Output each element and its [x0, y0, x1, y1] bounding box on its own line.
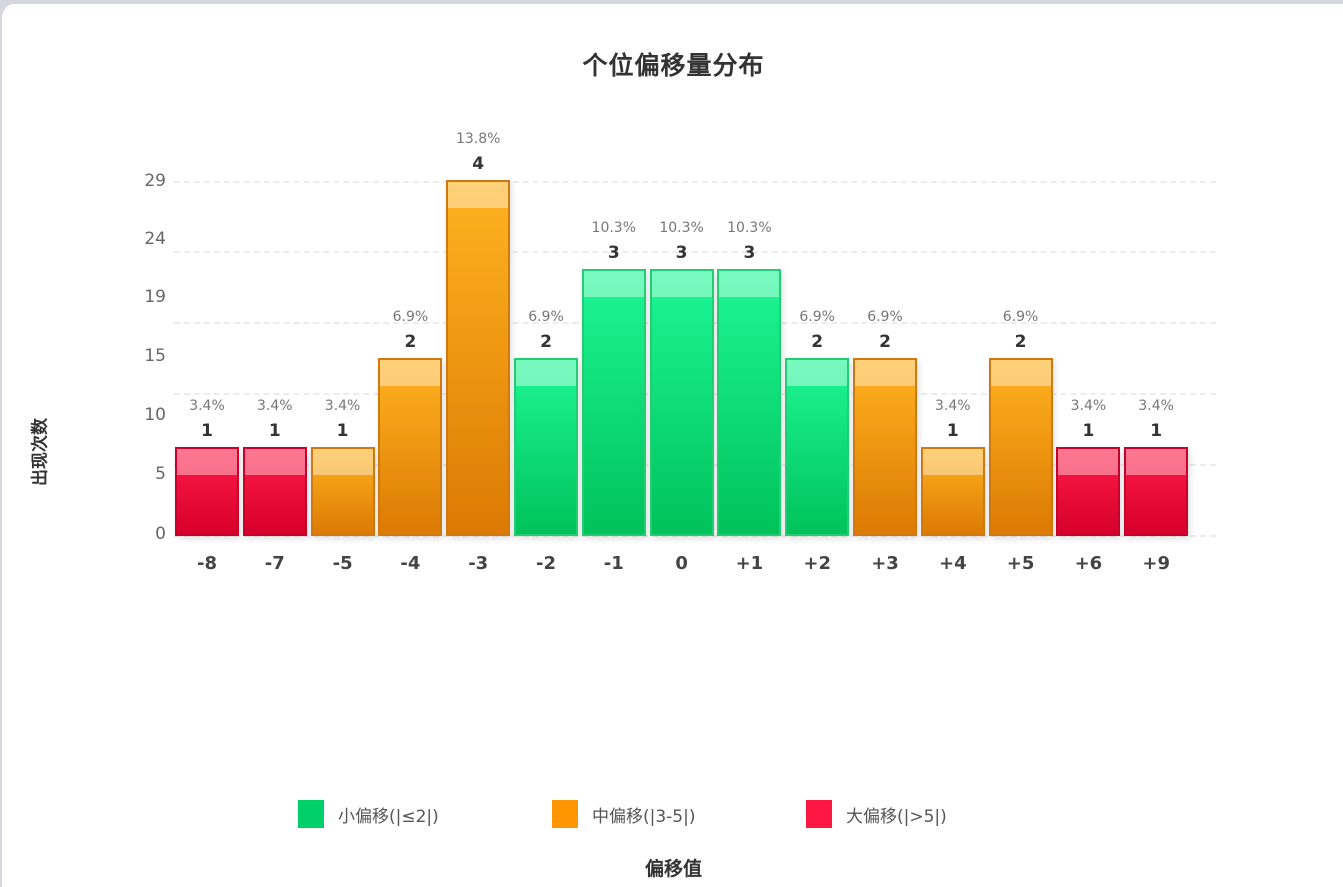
- bar-percent-label: 10.3%: [727, 220, 772, 236]
- bar-count-label: 1: [946, 421, 959, 441]
- bar: [649, 269, 714, 536]
- bar: [378, 358, 443, 536]
- bar-count-label: 4: [472, 154, 485, 174]
- y-tick-label: 19: [144, 287, 166, 307]
- y-tick-label: 0: [155, 524, 166, 544]
- chart-title: 个位偏移量分布: [582, 51, 765, 80]
- bar-highlight: [244, 449, 305, 475]
- legend-swatch: [806, 800, 832, 828]
- x-tick-label: 0: [675, 553, 688, 574]
- bar-count-label: 2: [1014, 332, 1027, 352]
- bar-percent-label: 6.9%: [528, 309, 564, 325]
- bar-highlight: [990, 360, 1051, 386]
- bar-highlight: [516, 360, 576, 386]
- bar-percent-label: 3.4%: [935, 398, 971, 414]
- bar-percent-label: 10.3%: [591, 220, 637, 236]
- x-tick-label: -4: [400, 553, 421, 574]
- y-tick-label: 29: [144, 171, 166, 191]
- bar-percent-label: 6.9%: [392, 309, 429, 325]
- bar: [988, 358, 1053, 536]
- legend-swatch: [552, 800, 578, 828]
- bar: [175, 447, 239, 536]
- bar-count-label: 3: [675, 243, 688, 263]
- legend-label: 中偏移(|3-5|): [592, 806, 696, 827]
- x-tick-label: -1: [603, 553, 624, 574]
- bar-highlight: [719, 271, 780, 297]
- bar-count-label: 2: [879, 332, 891, 352]
- x-tick-label: +4: [938, 553, 967, 574]
- bar-count-label: 1: [201, 421, 213, 441]
- x-axis-label: 偏移值: [644, 858, 702, 880]
- bar-percent-label: 3.4%: [324, 398, 361, 414]
- bar-count-label: 2: [811, 332, 824, 352]
- bar-highlight: [583, 271, 644, 297]
- bar-percent-label: 13.8%: [455, 131, 501, 147]
- bar-percent-label: 6.9%: [799, 309, 835, 325]
- bar-highlight: [448, 182, 509, 208]
- x-tick-label: +3: [871, 553, 899, 574]
- bar-percent-label: 3.4%: [1070, 398, 1107, 414]
- y-tick-label: 10: [144, 405, 166, 425]
- x-tick-label: +2: [803, 553, 831, 574]
- gridline: [174, 181, 1216, 183]
- x-tick-label: +1: [735, 553, 764, 574]
- bar: [1056, 447, 1121, 536]
- bar-percent-label: 6.9%: [867, 309, 903, 325]
- bar-highlight: [312, 449, 373, 475]
- bar-count-label: 1: [1082, 421, 1095, 441]
- x-tick-label: -7: [264, 553, 285, 574]
- y-tick-label: 24: [144, 229, 166, 249]
- gridline: [174, 251, 1216, 253]
- bar-count-label: 3: [743, 243, 756, 263]
- bar: [717, 269, 782, 536]
- bar-highlight: [1126, 449, 1187, 475]
- x-tick-label: +6: [1074, 553, 1103, 574]
- bar-count-label: 1: [268, 421, 281, 441]
- bar-highlight: [380, 360, 441, 386]
- legend-item-large[interactable]: 大偏移(|>5|): [806, 800, 947, 828]
- bar-count-label: 1: [1150, 421, 1163, 441]
- x-tick-label: +5: [1006, 553, 1035, 574]
- bar: [310, 447, 375, 536]
- bar-highlight: [855, 360, 915, 386]
- x-tick-label: -8: [197, 553, 217, 574]
- bar-highlight: [177, 449, 237, 475]
- bar-count-label: 3: [607, 243, 620, 263]
- bar-percent-label: 3.4%: [257, 398, 293, 414]
- bar-highlight: [787, 360, 848, 386]
- x-tick-label: -5: [332, 553, 353, 574]
- bar: [920, 447, 985, 536]
- bar-percent-label: 3.4%: [1138, 398, 1174, 414]
- legend-label: 大偏移(|>5|): [846, 806, 947, 827]
- legend-swatch: [298, 800, 324, 828]
- bar: [853, 358, 917, 536]
- bar: [1124, 447, 1189, 536]
- gridline: [174, 535, 1216, 537]
- bar-percent-label: 10.3%: [659, 220, 704, 236]
- legend-item-small[interactable]: 小偏移(|≤2|): [298, 800, 439, 828]
- bar-count-label: 1: [336, 421, 349, 441]
- bar-count-label: 2: [404, 332, 417, 352]
- x-tick-label: -2: [536, 553, 556, 574]
- x-tick-label: -3: [468, 553, 489, 574]
- bar: [446, 180, 511, 536]
- bar-highlight: [1058, 449, 1119, 475]
- bar-highlight: [922, 449, 983, 475]
- bar: [242, 447, 307, 536]
- chart-card: 个位偏移量分布 出现次数 29 24 19 15 10 5 0 1 3.4% -8 1 3.4% -7 1…: [0, 4, 1343, 887]
- y-tick-label: 15: [144, 346, 166, 366]
- bar-count-label: 2: [540, 332, 552, 352]
- bar: [514, 358, 578, 536]
- legend-label: 小偏移(|≤2|): [338, 806, 439, 827]
- legend-item-medium[interactable]: 中偏移(|3-5|): [552, 800, 696, 828]
- bar: [581, 269, 646, 536]
- bar-percent-label: 6.9%: [1002, 309, 1039, 325]
- y-tick-label: 5: [155, 464, 166, 484]
- x-tick-label: +9: [1142, 553, 1170, 574]
- bar-percent-label: 3.4%: [189, 398, 225, 414]
- y-axis-label: 出现次数: [30, 418, 51, 486]
- bar-highlight: [651, 271, 712, 297]
- bar: [785, 358, 850, 536]
